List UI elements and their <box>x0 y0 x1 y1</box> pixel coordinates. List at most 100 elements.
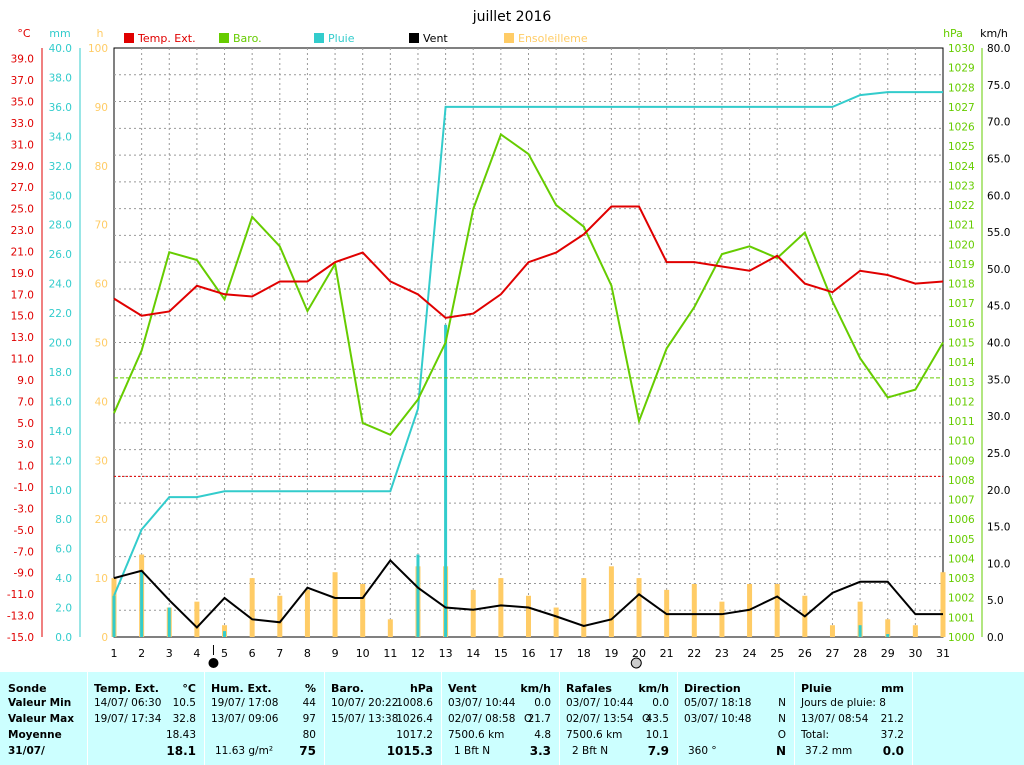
day-tick-label: 11 <box>383 647 397 660</box>
statistics-panel: Sonde Valeur Min Valeur Max Moyenne 31/0… <box>0 671 1024 765</box>
direction-header: Direction <box>684 682 741 695</box>
direction-avg-value: O <box>777 729 786 741</box>
rain-tick-label: 6.0 <box>55 544 72 556</box>
wind-tick-label: 15.0 <box>987 522 1010 534</box>
temp-max-value: 32.8 <box>172 713 196 725</box>
pluie-max-time: 13/07/ 08:54 <box>801 713 869 725</box>
wind-tick-label: 30.0 <box>987 411 1010 423</box>
temp-tick-label: 35.0 <box>11 97 34 109</box>
temp-tick-label: -11.0 <box>7 589 34 601</box>
day-tick-label: 29 <box>881 647 895 660</box>
baro-tick-label: 1008 <box>948 475 975 487</box>
baro-tick-label: 1024 <box>948 161 975 173</box>
wind-tick-label: 70.0 <box>987 117 1010 129</box>
temp-tick-label: -9.0 <box>14 568 35 580</box>
sun-axis-unit: h <box>97 27 104 40</box>
row-label-current: 31/07/ <box>8 745 45 757</box>
rafales-header: Rafales <box>566 682 612 695</box>
baro-tick-label: 1014 <box>948 357 975 369</box>
rain-tick-label: 32.0 <box>49 161 72 173</box>
vent-current-value: 3.3 <box>529 744 551 758</box>
temp-tick-label: -15.0 <box>7 632 34 644</box>
rain-tick-label: 30.0 <box>49 190 72 202</box>
temp-header: Temp. Ext. <box>94 682 159 695</box>
row-label-avg: Moyenne <box>8 729 62 741</box>
vent-avg-note: 7500.6 km <box>448 729 505 741</box>
sun-bar <box>857 601 863 637</box>
wind-tick-label: 75.0 <box>987 80 1010 92</box>
rain-tick-label: 28.0 <box>49 220 72 232</box>
pluie-max-value: 21.2 <box>880 713 904 725</box>
baro-unit: hPa <box>409 682 433 695</box>
sun-bar <box>581 578 587 637</box>
day-tick-label: 30 <box>908 647 922 660</box>
series-lines <box>113 91 944 629</box>
grid <box>113 47 944 638</box>
wind-tick-label: 40.0 <box>987 338 1010 350</box>
daily-rain-bars <box>112 324 890 637</box>
baro-tick-label: 1025 <box>948 141 975 153</box>
temp-tick-label: -7.0 <box>14 546 35 558</box>
baro-current-value: 1015.3 <box>386 744 433 758</box>
vent-min-value: 0.0 <box>534 697 551 709</box>
temp-tick-label: 39.0 <box>11 54 34 66</box>
day-tick-label: 18 <box>577 647 591 660</box>
baro-axis-unit: hPa <box>943 27 963 40</box>
wind-tick-label: 10.0 <box>987 558 1010 570</box>
baro-min-value: 1008.6 <box>396 697 433 709</box>
vent-unit: km/h <box>520 682 551 695</box>
wind-tick-label: 35.0 <box>987 374 1010 386</box>
sun-bar <box>885 619 891 637</box>
rafales-min-time: 03/07/ 10:44 <box>566 697 634 709</box>
temp-tick-label: 31.0 <box>11 139 34 151</box>
baro-tick-label: 1009 <box>948 455 975 467</box>
day-tick-label: 2 <box>138 647 145 660</box>
rain-tick-label: 12.0 <box>49 455 72 467</box>
rafales-avg-value: 10.1 <box>645 729 669 741</box>
direction-current-value: N <box>775 744 786 758</box>
wind-tick-label: 55.0 <box>987 227 1010 239</box>
hum-max-time: 13/07/ 09:06 <box>211 713 279 725</box>
rain-tick-label: 18.0 <box>49 367 72 379</box>
baro-tick-label: 1020 <box>948 239 975 251</box>
rain-tick-label: 4.0 <box>55 573 72 585</box>
baro-tick-label: 1005 <box>948 534 975 546</box>
day-tick-label: 9 <box>332 647 339 660</box>
baro-tick-label: 1028 <box>948 82 975 94</box>
day-tick-label: 27 <box>825 647 839 660</box>
wind-tick-label: 20.0 <box>987 485 1010 497</box>
temp-tick-label: -3.0 <box>14 503 35 515</box>
temp-tick-label: 23.0 <box>11 225 34 237</box>
pluie-total-value: 37.2 <box>880 729 904 741</box>
day-tick-label: 12 <box>411 647 425 660</box>
temp-tick-label: 19.0 <box>11 268 34 280</box>
sun-bar <box>277 595 283 637</box>
sun-bar <box>249 578 255 637</box>
sun-bar <box>940 572 946 637</box>
rain-daily-bar <box>167 607 171 637</box>
baro-tick-label: 1023 <box>948 180 975 192</box>
legend-rain-swatch <box>314 33 324 43</box>
rain-axis-unit: mm <box>49 27 70 40</box>
rain-cumulative-line <box>113 91 943 597</box>
temp-tick-label: -13.0 <box>7 611 34 623</box>
vent-max-dir: O <box>524 713 533 725</box>
sun-bar <box>332 572 338 637</box>
rain-tick-label: 24.0 <box>49 279 72 291</box>
pluie-total-label: Total: <box>801 729 830 741</box>
rain-daily-bar <box>223 631 227 637</box>
day-tick-label: 10 <box>356 647 370 660</box>
wind-tick-label: 65.0 <box>987 153 1010 165</box>
temp-tick-label: 5.0 <box>17 418 34 430</box>
sun-tick-label: 30 <box>95 455 108 467</box>
rain-tick-label: 20.0 <box>49 338 72 350</box>
temp-avg-value: 18.43 <box>165 729 196 741</box>
stats-col-hum: Hum. Ext. % 19/07/ 17:08 44 13/07/ 09:06… <box>205 672 325 765</box>
wind-tick-label: 45.0 <box>987 301 1010 313</box>
temp-tick-label: 17.0 <box>11 289 34 301</box>
temp-tick-label: 1.0 <box>17 461 34 473</box>
day-tick-label: 25 <box>770 647 784 660</box>
baro-tick-label: 1019 <box>948 259 975 271</box>
weather-chart: juillet 2016 Temp. Ext. Baro. Pluie Vent… <box>7 9 1010 669</box>
sonde-header: Sonde <box>8 682 47 695</box>
